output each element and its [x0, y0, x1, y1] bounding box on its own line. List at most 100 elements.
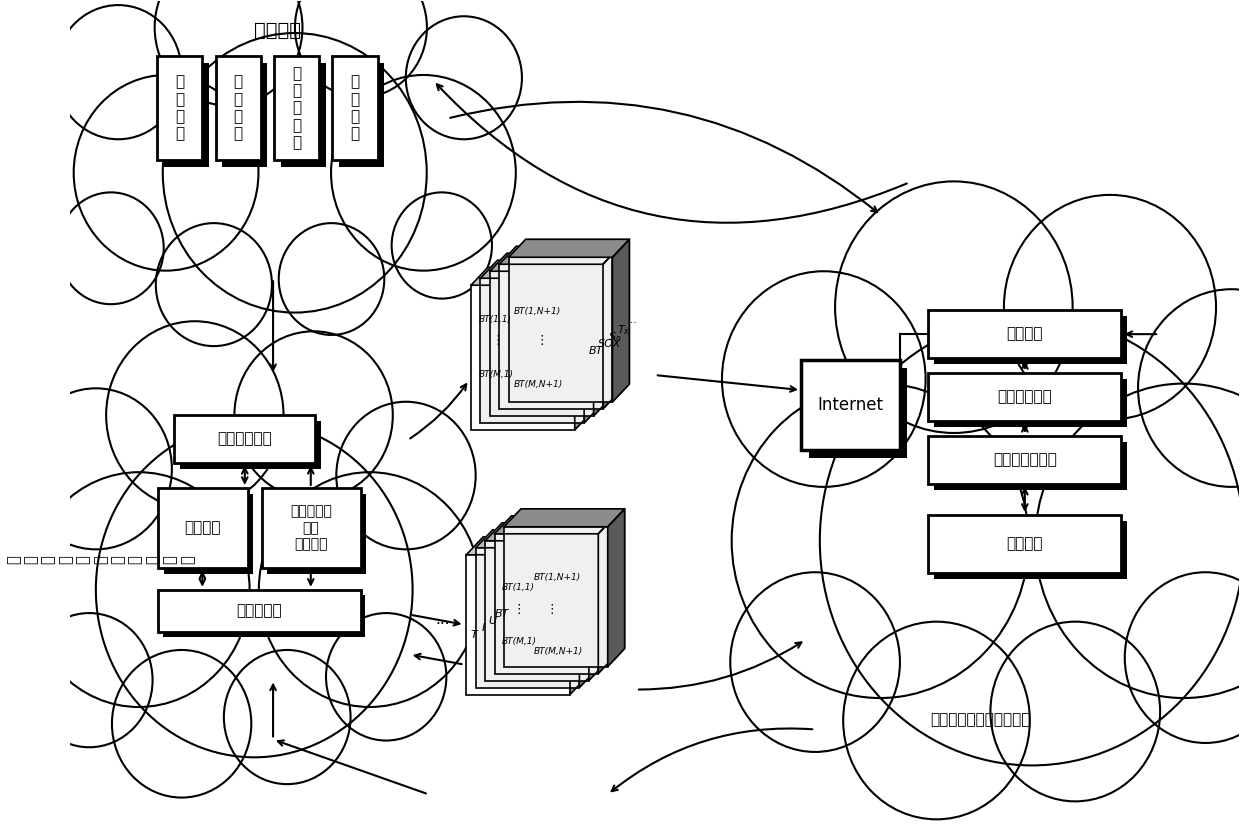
Text: ···: ··· — [435, 617, 450, 632]
Text: BT(M,N+1): BT(M,N+1) — [534, 646, 584, 656]
Text: 云计算分析中心: 云计算分析中心 — [993, 452, 1056, 467]
Text: SOX: SOX — [598, 339, 621, 349]
Text: 动力电池包: 动力电池包 — [236, 603, 281, 618]
Circle shape — [279, 224, 384, 335]
Bar — [929, 373, 1121, 421]
Circle shape — [336, 402, 476, 550]
Polygon shape — [471, 267, 591, 285]
Polygon shape — [589, 523, 606, 681]
Text: ···: ··· — [626, 318, 637, 328]
Circle shape — [295, 0, 427, 98]
Circle shape — [1138, 289, 1240, 487]
Circle shape — [155, 0, 303, 106]
Polygon shape — [480, 260, 601, 279]
Bar — [332, 56, 378, 160]
Circle shape — [259, 472, 481, 707]
Text: ⋮: ⋮ — [491, 334, 503, 347]
Text: $S_n$: $S_n$ — [608, 329, 621, 344]
Text: ⋮: ⋮ — [512, 603, 525, 616]
Text: 数据存储中心: 数据存储中心 — [997, 389, 1053, 404]
Circle shape — [27, 472, 249, 707]
Circle shape — [107, 321, 284, 509]
Bar — [180, 421, 321, 469]
Text: 电
池
车
载
检
测
与
控
制
系
统: 电 池 车 载 检 测 与 控 制 系 统 — [6, 555, 195, 564]
Text: BT(M,1): BT(M,1) — [479, 370, 513, 379]
Circle shape — [1035, 384, 1240, 698]
Circle shape — [162, 33, 427, 313]
Polygon shape — [584, 260, 601, 423]
Text: BT: BT — [589, 345, 603, 355]
Circle shape — [732, 384, 1029, 698]
Bar — [503, 527, 608, 666]
Bar — [934, 379, 1127, 427]
Text: ⋮: ⋮ — [536, 334, 548, 347]
Bar — [485, 540, 589, 681]
Circle shape — [55, 5, 181, 139]
Bar — [262, 488, 361, 568]
Polygon shape — [579, 530, 596, 687]
Text: T: T — [470, 630, 477, 640]
Text: BT: BT — [495, 609, 510, 619]
Polygon shape — [598, 516, 615, 674]
Bar — [508, 257, 613, 402]
Circle shape — [843, 621, 1030, 819]
Bar — [157, 56, 202, 160]
Polygon shape — [508, 239, 630, 257]
Circle shape — [234, 331, 393, 499]
Circle shape — [1004, 195, 1216, 420]
Text: 平
板
电
脑: 平 板 电 脑 — [351, 74, 360, 142]
Text: BT(M,1): BT(M,1) — [502, 636, 537, 646]
Bar — [216, 56, 260, 160]
Polygon shape — [503, 509, 625, 527]
Bar — [476, 548, 579, 687]
Circle shape — [112, 650, 252, 797]
Polygon shape — [490, 254, 610, 271]
Circle shape — [58, 193, 164, 304]
Bar — [490, 271, 594, 416]
Bar — [162, 595, 366, 636]
Circle shape — [991, 621, 1161, 801]
Circle shape — [224, 650, 351, 784]
Circle shape — [73, 75, 258, 271]
Polygon shape — [485, 523, 606, 540]
Circle shape — [835, 181, 1073, 433]
Polygon shape — [608, 509, 625, 666]
Polygon shape — [603, 246, 620, 409]
Bar — [280, 63, 326, 168]
Text: 无线通信模块: 无线通信模块 — [217, 431, 272, 446]
Text: I: I — [481, 623, 485, 633]
Text: $T_x$: $T_x$ — [618, 323, 631, 337]
Bar — [466, 555, 570, 695]
Circle shape — [820, 316, 1240, 766]
Text: BT(M,N+1): BT(M,N+1) — [513, 380, 563, 389]
Polygon shape — [570, 537, 587, 695]
Circle shape — [20, 389, 172, 550]
Text: BT(1,N+1): BT(1,N+1) — [534, 573, 582, 582]
Bar — [471, 285, 574, 430]
Bar — [164, 494, 253, 574]
Circle shape — [156, 224, 272, 346]
Text: ⋮: ⋮ — [544, 603, 558, 616]
Circle shape — [730, 572, 900, 752]
Text: Internet: Internet — [817, 396, 883, 414]
Bar — [268, 494, 366, 574]
Bar — [164, 63, 210, 168]
Circle shape — [95, 422, 413, 757]
Bar — [929, 436, 1121, 484]
Text: 云服务器: 云服务器 — [1007, 327, 1043, 342]
Circle shape — [392, 193, 492, 299]
Bar — [934, 316, 1127, 364]
Bar — [274, 56, 319, 160]
Bar — [339, 63, 384, 168]
Bar — [801, 360, 900, 450]
Text: BT(1,N+1): BT(1,N+1) — [513, 307, 560, 316]
Circle shape — [1125, 572, 1240, 743]
Bar — [480, 279, 584, 423]
Polygon shape — [594, 254, 610, 416]
Text: U: U — [489, 615, 497, 626]
Text: 用户终端: 用户终端 — [254, 21, 301, 40]
Circle shape — [405, 17, 522, 139]
Circle shape — [722, 271, 925, 487]
Bar — [157, 488, 248, 568]
Text: 电池云端管理与监控系统: 电池云端管理与监控系统 — [930, 712, 1030, 727]
